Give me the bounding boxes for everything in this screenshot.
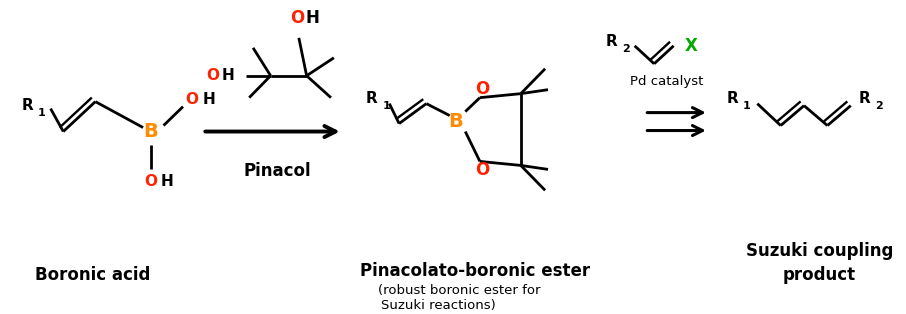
Text: R: R [726, 91, 737, 106]
Text: R: R [859, 91, 871, 106]
Text: O: O [475, 80, 489, 98]
Text: B: B [448, 112, 463, 131]
Text: 1: 1 [743, 100, 750, 111]
Text: Pinacol: Pinacol [244, 162, 312, 180]
Text: Pd catalyst: Pd catalyst [630, 75, 703, 88]
Text: O: O [185, 92, 198, 107]
Text: R: R [605, 34, 617, 49]
Text: O: O [475, 161, 489, 179]
Text: Suzuki coupling: Suzuki coupling [746, 242, 893, 260]
Text: H: H [221, 68, 234, 83]
Text: 2: 2 [875, 100, 882, 111]
Text: (robust boronic ester for: (robust boronic ester for [378, 284, 541, 297]
Text: X: X [685, 37, 698, 55]
Text: O: O [290, 9, 304, 27]
Text: O: O [207, 68, 219, 83]
Text: H: H [305, 9, 320, 27]
Text: O: O [144, 174, 158, 189]
Text: Suzuki reactions): Suzuki reactions) [381, 300, 496, 312]
Text: 2: 2 [622, 44, 630, 54]
Text: H: H [203, 92, 216, 107]
Text: R: R [22, 98, 34, 113]
Text: Pinacolato-boronic ester: Pinacolato-boronic ester [360, 262, 590, 280]
Text: B: B [143, 122, 159, 141]
Text: 1: 1 [382, 100, 390, 111]
Text: product: product [783, 266, 856, 284]
Text: Boronic acid: Boronic acid [34, 266, 150, 284]
Text: R: R [366, 91, 378, 106]
Text: H: H [161, 174, 174, 189]
Text: 1: 1 [38, 108, 45, 118]
